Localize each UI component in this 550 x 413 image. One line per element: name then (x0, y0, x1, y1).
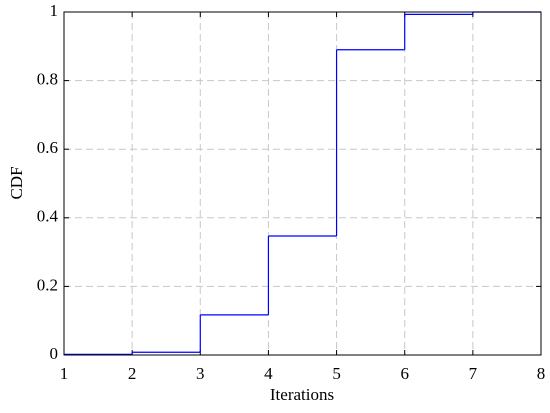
y-tick-label: 0 (50, 344, 59, 363)
x-tick-label: 3 (196, 364, 205, 383)
y-axis-label: CDF (7, 166, 26, 199)
y-tick-label: 0.2 (37, 275, 58, 294)
y-tick-label: 0.6 (37, 138, 58, 157)
x-axis-label: Iterations (270, 385, 334, 404)
y-tick-label: 0.8 (37, 70, 58, 89)
x-tick-label: 6 (400, 364, 409, 383)
x-tick-label: 8 (537, 364, 546, 383)
x-tick-label: 7 (469, 364, 478, 383)
y-tick-label: 1 (50, 1, 59, 20)
x-tick-label: 5 (332, 364, 341, 383)
x-tick-label: 2 (128, 364, 137, 383)
x-tick-label: 1 (60, 364, 69, 383)
x-tick-label: 4 (264, 364, 273, 383)
y-tick-label: 0.4 (37, 207, 59, 226)
plot-frame (63, 11, 542, 356)
